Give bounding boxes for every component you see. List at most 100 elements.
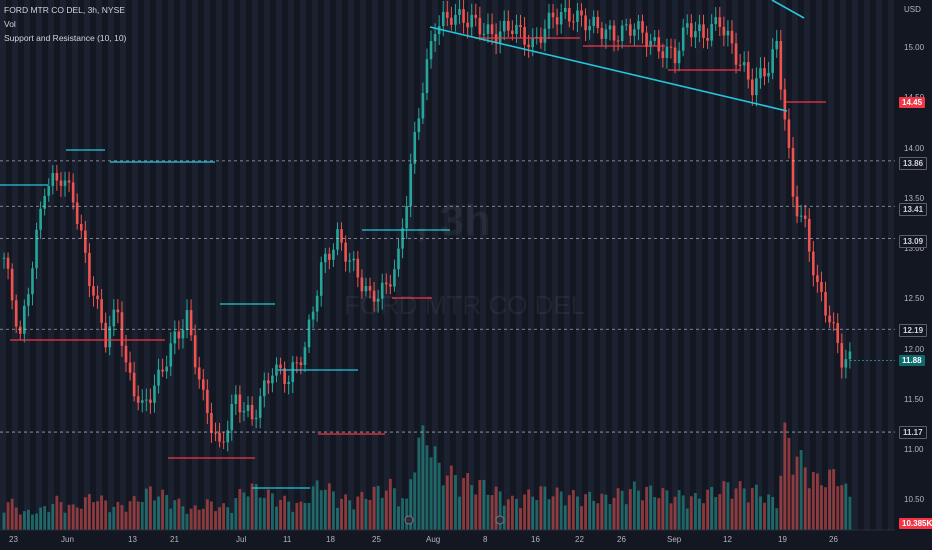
candle-body [380, 282, 384, 299]
grid-stripe [780, 0, 786, 530]
volume-bar [323, 489, 327, 530]
candle-body [238, 394, 242, 413]
volume-bar [779, 475, 783, 530]
volume-bar [563, 505, 567, 530]
candle-body [67, 180, 71, 183]
candle-body [124, 345, 128, 363]
candle-body [775, 40, 779, 50]
volume-bar [291, 511, 295, 530]
candle-body [315, 295, 319, 312]
volume-indicator-label[interactable]: Vol [4, 19, 16, 29]
volume-bar [214, 511, 217, 530]
grid-stripe [36, 0, 42, 530]
candle-body [429, 41, 433, 60]
volume-bar [275, 506, 278, 530]
y-tick: 15.00 [904, 43, 925, 52]
volume-bar [352, 509, 356, 530]
symbol-info[interactable]: FORD MTR CO DEL, 3h, NYSE [4, 5, 125, 15]
candle-body [446, 11, 449, 18]
candle-body [112, 309, 116, 327]
grid-stripe [612, 0, 618, 530]
grid-stripe [888, 0, 894, 530]
volume-bar [348, 500, 352, 530]
grid-stripe [804, 0, 810, 530]
volume-bar [637, 490, 640, 530]
grid-stripe [432, 0, 438, 530]
volume-bar [43, 506, 47, 530]
volume-bar [673, 496, 677, 530]
candle-body [96, 295, 99, 300]
x-tick: 21 [170, 535, 179, 544]
candle-body [226, 430, 229, 443]
volume-bar [344, 494, 348, 530]
volume-bar [368, 499, 372, 530]
volume-bar [706, 489, 710, 530]
candle-body [690, 23, 693, 38]
volume-bar [685, 508, 689, 530]
candle-body [2, 257, 6, 259]
candle-body [531, 37, 535, 48]
candle-body [250, 404, 254, 420]
grid-stripe [372, 0, 378, 530]
volume-bar [51, 503, 55, 530]
volume-bar [641, 500, 644, 530]
volume-bar [92, 502, 95, 530]
candle-body [502, 20, 506, 32]
candle-body [661, 51, 665, 58]
volume-bar [234, 498, 238, 530]
candle-body [470, 14, 474, 28]
candle-body [214, 432, 217, 434]
candle-body [474, 14, 478, 18]
volume-bar [486, 494, 490, 530]
candle-body [303, 347, 307, 366]
candle-body [100, 299, 103, 323]
volume-bar [128, 501, 132, 530]
grid-stripe [564, 0, 570, 530]
grid-stripe [720, 0, 726, 530]
grid-stripe [144, 0, 150, 530]
volume-bar [35, 513, 38, 530]
volume-bar [26, 509, 30, 530]
grid-stripe [684, 0, 690, 530]
grid-stripe [852, 0, 858, 530]
candle-body [340, 229, 343, 243]
candle-body [584, 15, 587, 31]
volume-bar [515, 498, 518, 530]
volume-bar [710, 486, 714, 530]
grid-stripe [24, 0, 30, 530]
candle-body [511, 30, 514, 35]
volume-bar [828, 469, 832, 530]
volume-bar [246, 496, 250, 530]
volume-bar [372, 486, 376, 530]
volume-bar [165, 494, 169, 530]
candle-body [409, 163, 412, 207]
volume-bar [693, 492, 697, 530]
candle-body [498, 31, 502, 43]
support-resistance-indicator-label[interactable]: Support and Resistance (10, 10) [4, 33, 127, 43]
volume-bar [120, 505, 124, 530]
volume-bar [608, 504, 612, 530]
candle-body [507, 20, 510, 31]
candle-body [844, 359, 848, 368]
candle-body [466, 22, 469, 28]
volume-bar [543, 486, 547, 530]
candle-body [832, 322, 835, 324]
candle-body [803, 215, 807, 219]
x-tick: 18 [326, 535, 335, 544]
grid-stripe [420, 0, 426, 530]
volume-bar [112, 506, 116, 530]
candle-body [368, 286, 372, 291]
volume-bar [55, 495, 59, 530]
candle-body [633, 29, 636, 36]
grid-stripe [408, 0, 414, 530]
volume-bar [100, 495, 104, 530]
candle-body [685, 23, 689, 28]
x-tick: 8 [483, 535, 488, 544]
volume-bar [510, 495, 514, 530]
volume-bar [31, 514, 34, 530]
candle-body [738, 64, 742, 66]
volume-bar [551, 496, 555, 530]
volume-bar [421, 425, 425, 530]
